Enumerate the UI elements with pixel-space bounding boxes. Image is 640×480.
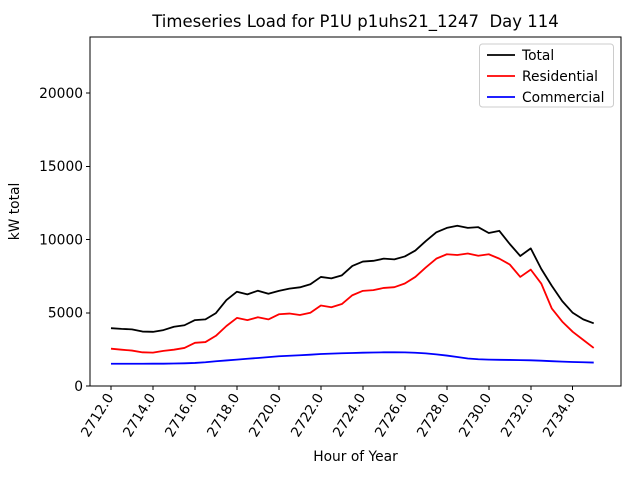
legend: Total Residential Commercial: [479, 43, 614, 108]
legend-label-total: Total: [521, 48, 554, 64]
x-tick-label: 2712.0: [78, 391, 117, 440]
series-line-residential: [110, 252, 595, 354]
x-tick-label: 2728.0: [414, 391, 453, 440]
x-tick-label: 2720.0: [246, 391, 285, 440]
y-tick-label: 0: [74, 379, 83, 395]
y-tick-label: 10000: [39, 232, 83, 248]
x-tick-label: 2726.0: [372, 391, 411, 440]
x-axis-label: Hour of Year: [313, 449, 398, 465]
legend-label-residential: Residential: [522, 69, 598, 85]
x-tick-label: 2718.0: [204, 391, 243, 440]
x-tick-label: 2722.0: [288, 391, 327, 440]
y-tick-label: 20000: [39, 86, 83, 102]
y-axis-label: kW total: [7, 183, 23, 241]
x-tick-label: 2730.0: [456, 391, 495, 440]
series-line-commercial: [110, 351, 594, 365]
series-line-total: [110, 224, 595, 333]
chart-title: Timeseries Load for P1U p1uhs21_1247 Day…: [151, 12, 559, 32]
legend-box: [479, 43, 614, 108]
legend-label-commercial: Commercial: [522, 90, 605, 106]
series-lines: [110, 224, 595, 365]
x-tick-label: 2716.0: [162, 391, 201, 440]
y-tick-label: 15000: [39, 159, 83, 175]
y-tick-label: 5000: [48, 306, 83, 322]
x-tick-label: 2714.0: [120, 391, 159, 440]
x-tick-label: 2734.0: [540, 391, 579, 440]
x-tick-label: 2724.0: [330, 391, 369, 440]
x-tick-label: 2732.0: [498, 391, 537, 440]
